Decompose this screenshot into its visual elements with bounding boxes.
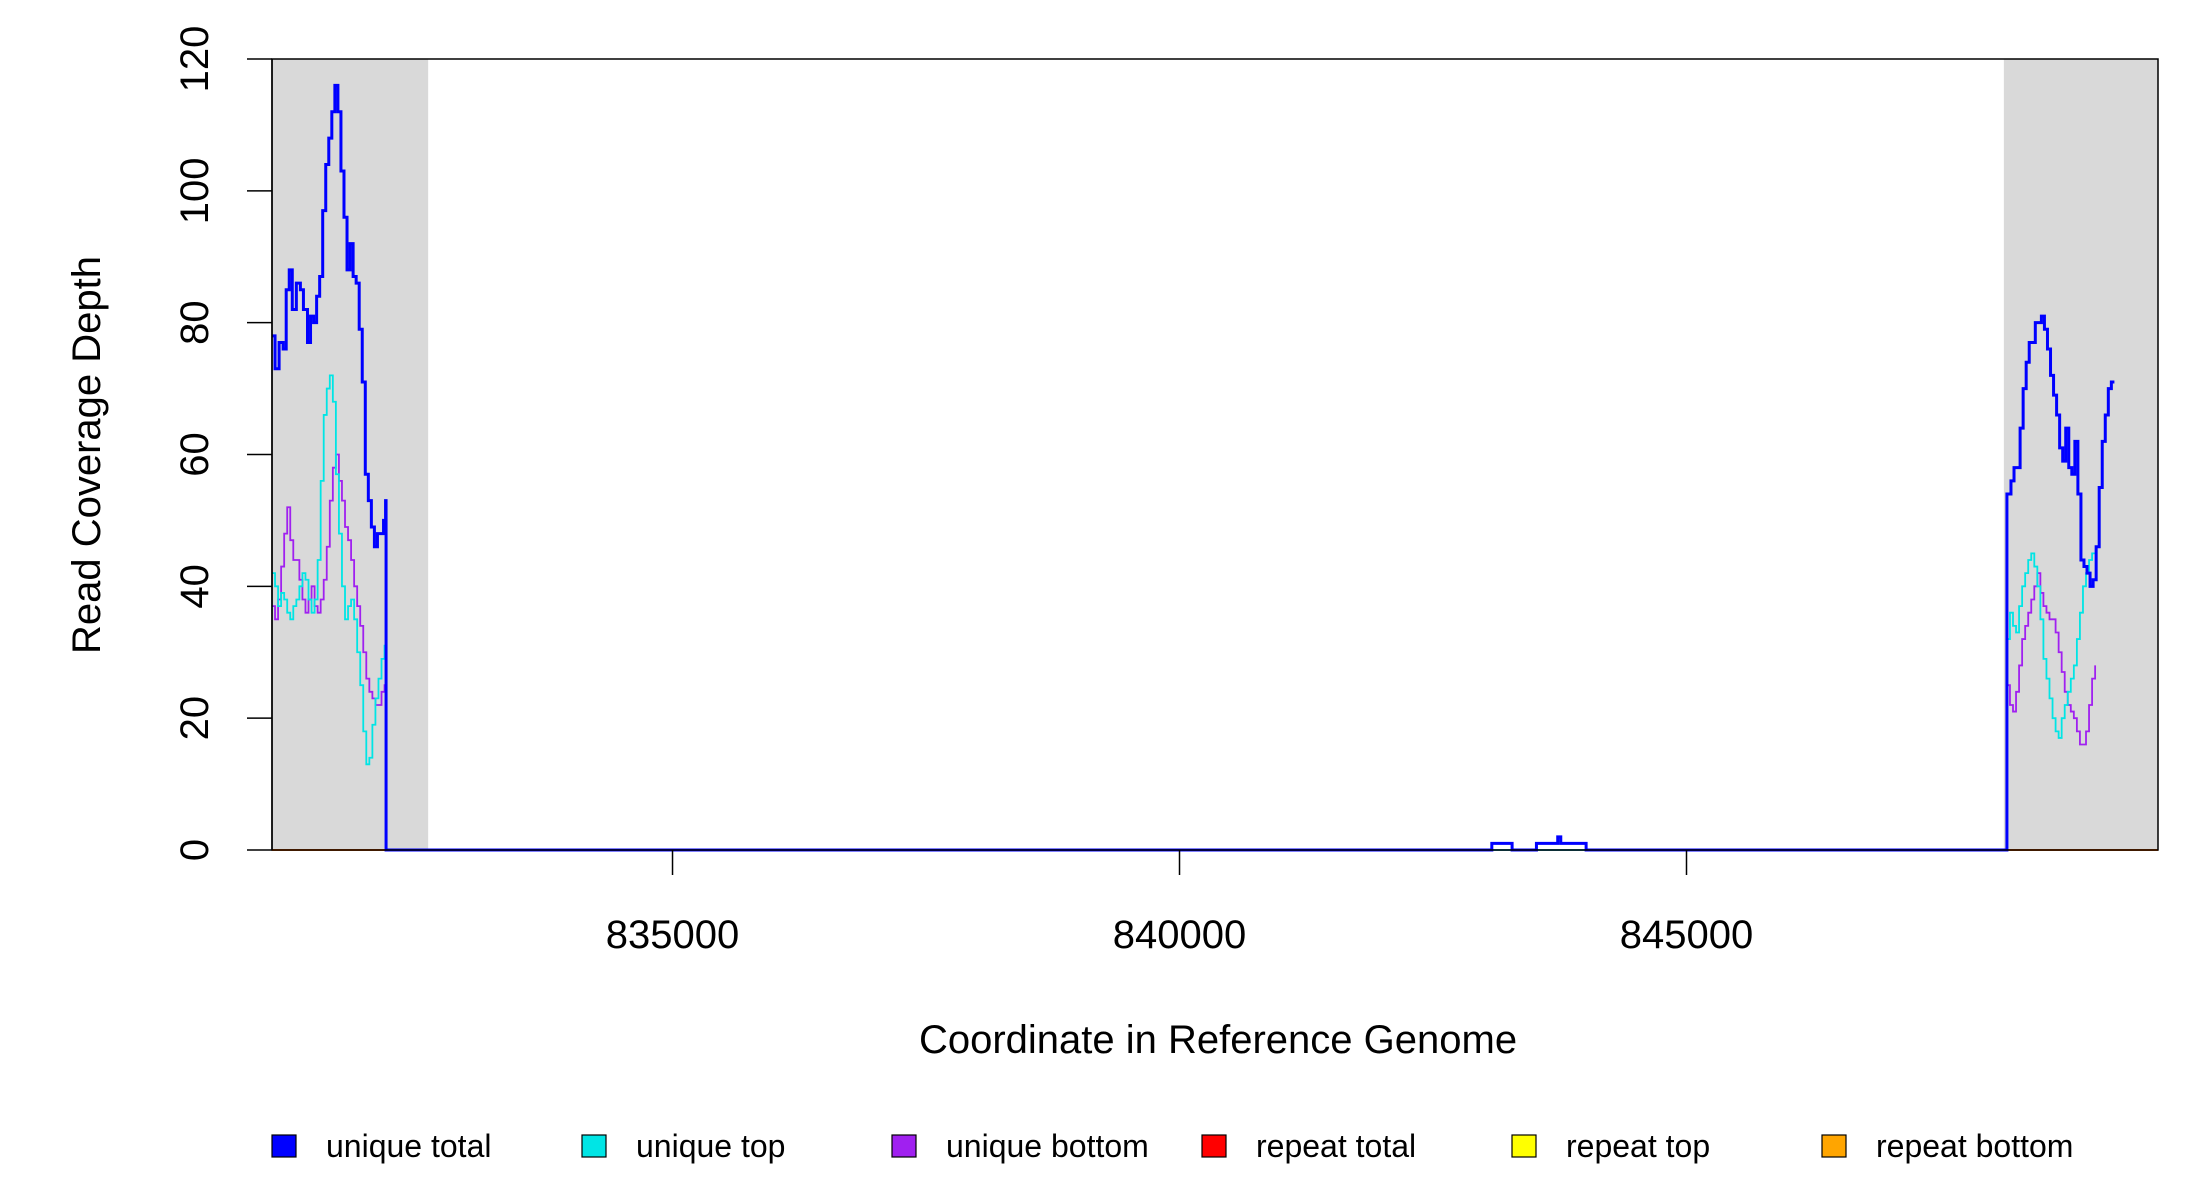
series-unique-top-line (272, 374, 2096, 851)
y-tick-label-100: 100 (173, 157, 217, 224)
legend-swatch-unique-total (271, 1134, 297, 1158)
shaded-regions (272, 59, 2158, 850)
y-axis: 0 20 40 60 80 100 120 (173, 26, 273, 861)
x-axis-label: Coordinate in Reference Genome (919, 1018, 1517, 1062)
legend: unique total unique top unique bottom repea… (271, 1128, 2073, 1164)
legend-item-repeat-total: repeat total (1201, 1128, 1416, 1164)
legend-label-unique-bottom: unique bottom (946, 1128, 1149, 1164)
x-tick-label-835000: 835000 (606, 913, 739, 957)
legend-item-repeat-top: repeat top (1511, 1128, 1710, 1164)
y-axis-label: Read Coverage Depth (65, 256, 109, 654)
legend-swatch-repeat-bottom (1821, 1134, 1847, 1158)
legend-label-repeat-top: repeat top (1566, 1128, 1710, 1164)
y-tick-label-60: 60 (173, 432, 217, 477)
y-tick-label-120: 120 (173, 26, 217, 93)
shaded-region-2 (2003, 59, 2158, 850)
x-tick-label-845000: 845000 (1620, 913, 1753, 957)
legend-item-repeat-bottom: repeat bottom (1821, 1128, 2073, 1164)
legend-item-unique-total: unique total (271, 1128, 491, 1164)
legend-label-unique-top: unique top (636, 1128, 785, 1164)
legend-swatch-unique-top (581, 1134, 607, 1158)
x-axis: 835000 840000 845000 (606, 850, 1753, 957)
legend-swatch-repeat-total (1201, 1134, 1227, 1158)
y-tick-label-20: 20 (173, 696, 217, 741)
legend-item-unique-top: unique top (581, 1128, 785, 1164)
legend-item-unique-bottom: unique bottom (891, 1128, 1149, 1164)
legend-label-unique-total: unique total (326, 1128, 491, 1164)
legend-swatch-unique-bottom (891, 1134, 917, 1158)
legend-swatch-repeat-top (1511, 1134, 1537, 1158)
y-tick-label-0: 0 (173, 839, 217, 861)
y-tick-label-40: 40 (173, 564, 217, 609)
shaded-region-1 (272, 59, 429, 850)
y-tick-label-80: 80 (173, 300, 217, 345)
x-tick-label-840000: 840000 (1113, 913, 1246, 957)
legend-label-repeat-bottom: repeat bottom (1876, 1128, 2073, 1164)
legend-label-repeat-total: repeat total (1256, 1128, 1416, 1164)
